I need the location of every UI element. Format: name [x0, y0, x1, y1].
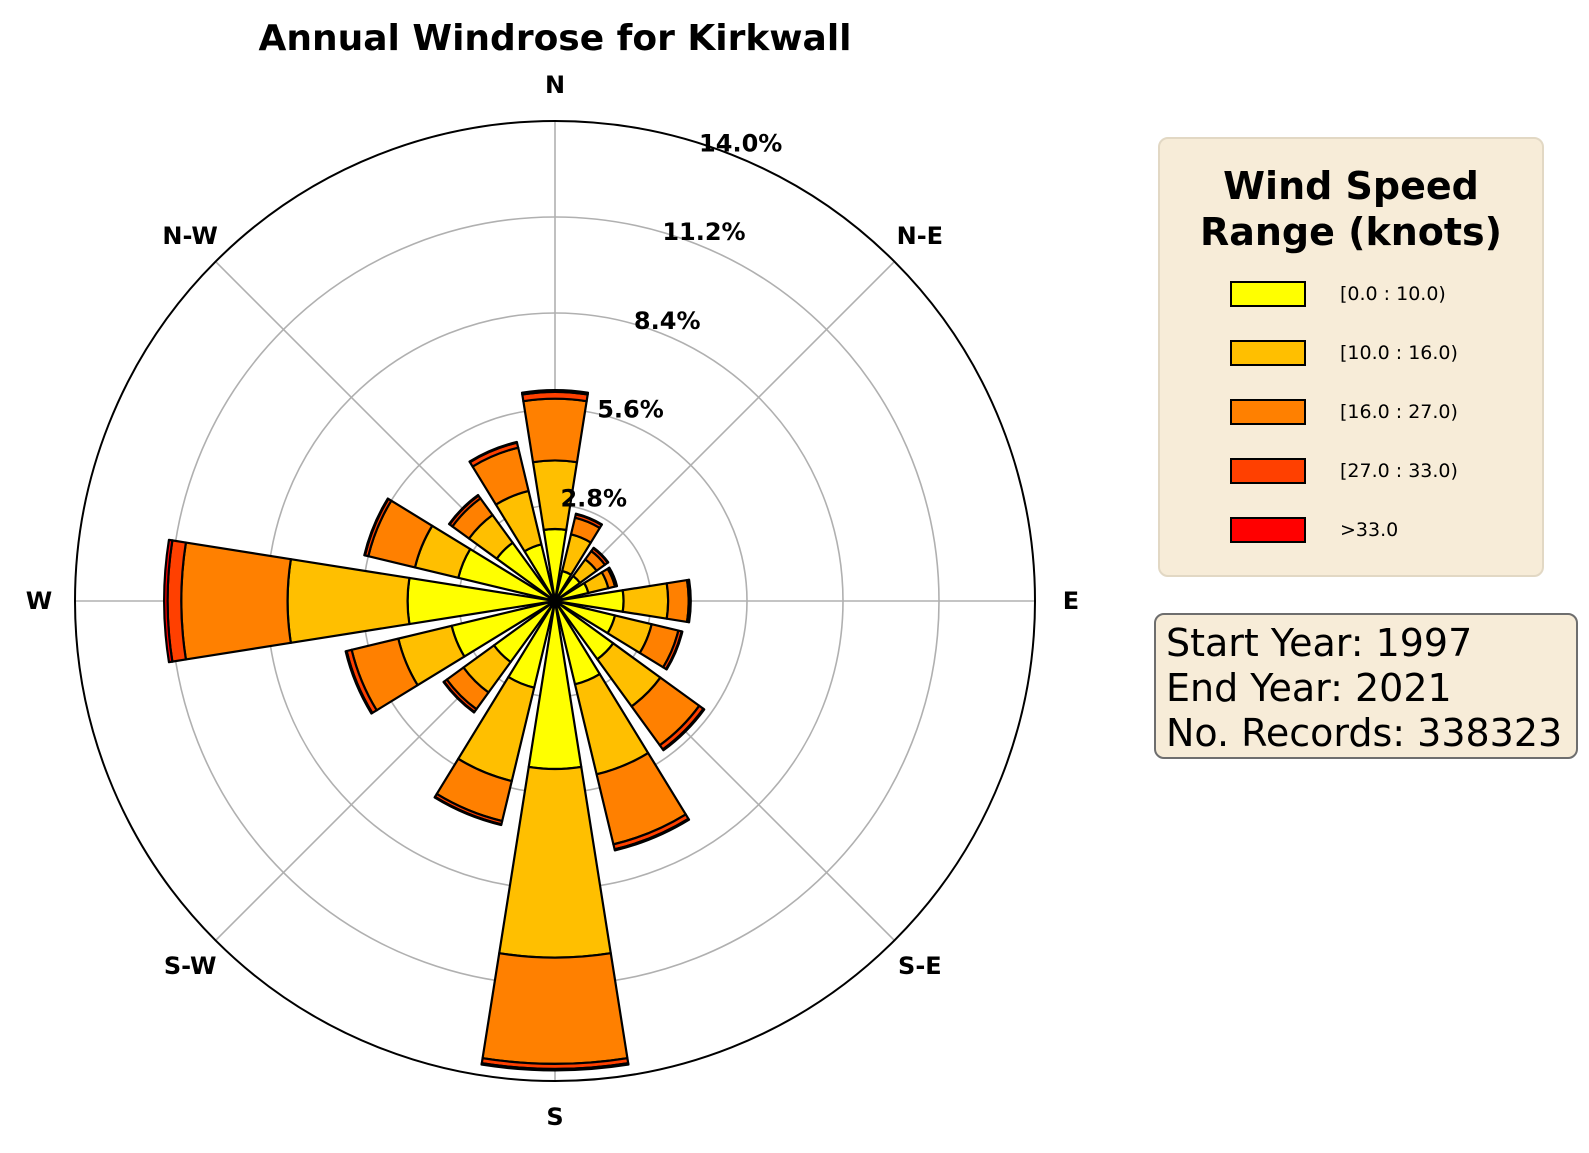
radial-tick-labels: 2.8% 5.6% 8.4% 11.2% 14.0% [560, 130, 782, 513]
windrose-bar-segment [286, 558, 411, 644]
radial-tick-label: 8.4% [634, 307, 701, 335]
end-year: End Year: 2021 [1166, 666, 1452, 710]
windrose-bars [163, 389, 706, 1072]
windrose-bar-segment [433, 795, 503, 827]
windrose-bar-segment [607, 566, 619, 588]
windrose-bar-segment [180, 541, 292, 661]
info-box: Start Year: 1997 End Year: 2021 No. Reco… [1154, 613, 1578, 759]
outer-ring [74, 120, 1036, 1082]
start-year: Start Year: 1997 [1166, 621, 1473, 665]
direction-label: E [1063, 587, 1079, 615]
windrose-bar-segment [363, 497, 390, 557]
windrose-bar-segment [498, 765, 612, 959]
direction-label: N-E [897, 222, 943, 250]
windrose-bar-segment [664, 630, 684, 671]
chart-title: Annual Windrose for Kirkwall [258, 18, 851, 59]
legend-label: [10.0 : 16.0) [1340, 342, 1458, 364]
direction-label: N [545, 71, 565, 99]
direction-label: N-W [162, 222, 217, 250]
radial-tick-label: 11.2% [662, 218, 745, 246]
windrose-bar-segment [480, 1062, 630, 1072]
legend-title: Wind Speed Range (knots) [1160, 163, 1542, 255]
legend-label: >33.0 [1340, 519, 1399, 541]
windrose-bar-segment [468, 440, 519, 464]
windrose-bar-segment [344, 649, 374, 715]
windrose-bar-segment [447, 493, 480, 526]
radial-tick-label: 2.8% [560, 484, 627, 512]
windrose-bar-segment [574, 512, 604, 527]
direction-label: S [546, 1103, 563, 1131]
legend-label: [16.0 : 27.0) [1340, 401, 1458, 423]
windrose-bar-segment [665, 578, 690, 624]
direction-labels: N N-E E S-E S S-W W N-W [26, 71, 1079, 1131]
legend-swatch [1230, 517, 1306, 543]
legend: Wind Speed Range (knots) [0.0 : 10.0) [1… [1158, 137, 1544, 577]
legend-label: [0.0 : 10.0) [1340, 283, 1446, 305]
windrose-bar-segment [163, 538, 174, 664]
legend-title-line2: Range (knots) [1199, 210, 1503, 254]
direction-label: W [26, 587, 52, 615]
legend-swatch [1230, 399, 1306, 425]
windrose-bar-segment [661, 707, 706, 752]
legend-swatch [1230, 458, 1306, 484]
windrose-bar-segment [592, 546, 610, 564]
direction-label: S-W [164, 952, 217, 980]
legend-title-line1: Wind Speed [1223, 164, 1479, 208]
legend-swatch [1230, 340, 1306, 366]
radial-tick-label: 14.0% [699, 130, 782, 158]
windrose-bar-segment [520, 389, 590, 396]
legend-label: [27.0 : 33.0) [1340, 460, 1458, 482]
windrose-bar-segment [687, 578, 692, 624]
windrose-bar-segment [522, 397, 588, 464]
windrose-bar-segment [442, 680, 476, 714]
windrose-bar-segment [613, 817, 691, 852]
grid-spoke [554, 261, 895, 602]
legend-swatch [1230, 281, 1306, 307]
windrose-bar-segment [621, 582, 670, 620]
direction-label: S-E [898, 952, 942, 980]
windrose-bar-segment [481, 952, 629, 1065]
radial-tick-label: 5.6% [597, 396, 664, 424]
record-count: No. Records: 338323 [1166, 711, 1563, 755]
